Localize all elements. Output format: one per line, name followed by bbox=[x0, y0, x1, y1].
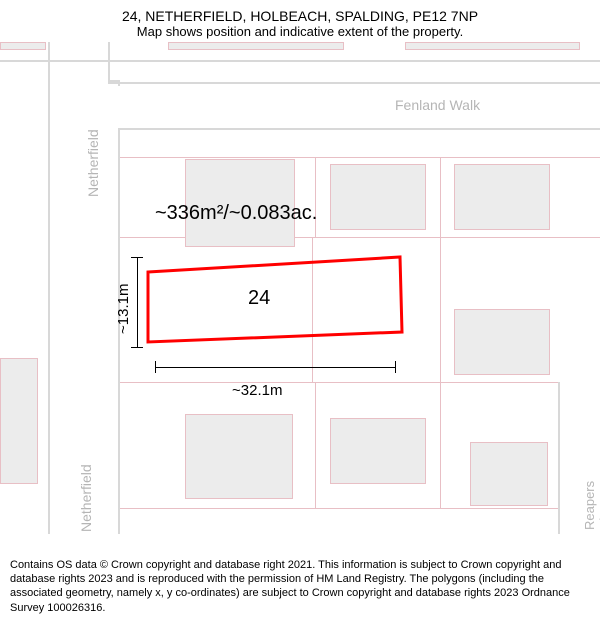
dimension-bar-horizontal bbox=[155, 367, 395, 368]
house-number: 24 bbox=[248, 287, 270, 310]
property-highlight bbox=[0, 42, 600, 534]
dimension-tick bbox=[131, 257, 143, 258]
street-label-reapers-close: Reapers Close bbox=[582, 481, 600, 530]
street-label-fenland-walk: Fenland Walk bbox=[395, 97, 480, 113]
dimension-width-label: ~32.1m bbox=[232, 382, 282, 399]
area-label: ~336m²/~0.083ac. bbox=[155, 202, 317, 225]
dimension-tick bbox=[395, 361, 396, 373]
header: 24, NETHERFIELD, HOLBEACH, SPALDING, PE1… bbox=[0, 0, 600, 43]
dimension-bar-vertical bbox=[137, 257, 138, 347]
page-subtitle: Map shows position and indicative extent… bbox=[10, 24, 590, 39]
street-label-netherfield-bottom: Netherfield bbox=[78, 464, 94, 532]
dimension-height-label: ~13.1m bbox=[115, 284, 132, 334]
dimension-tick bbox=[131, 347, 143, 348]
page-title: 24, NETHERFIELD, HOLBEACH, SPALDING, PE1… bbox=[10, 8, 590, 24]
map-canvas: 24 ~336m²/~0.083ac. ~13.1m ~32.1m Fenlan… bbox=[0, 42, 600, 534]
dimension-tick bbox=[155, 361, 156, 373]
copyright-footer: Contains OS data © Crown copyright and d… bbox=[0, 552, 600, 625]
street-label-netherfield-top: Netherfield bbox=[85, 129, 101, 197]
